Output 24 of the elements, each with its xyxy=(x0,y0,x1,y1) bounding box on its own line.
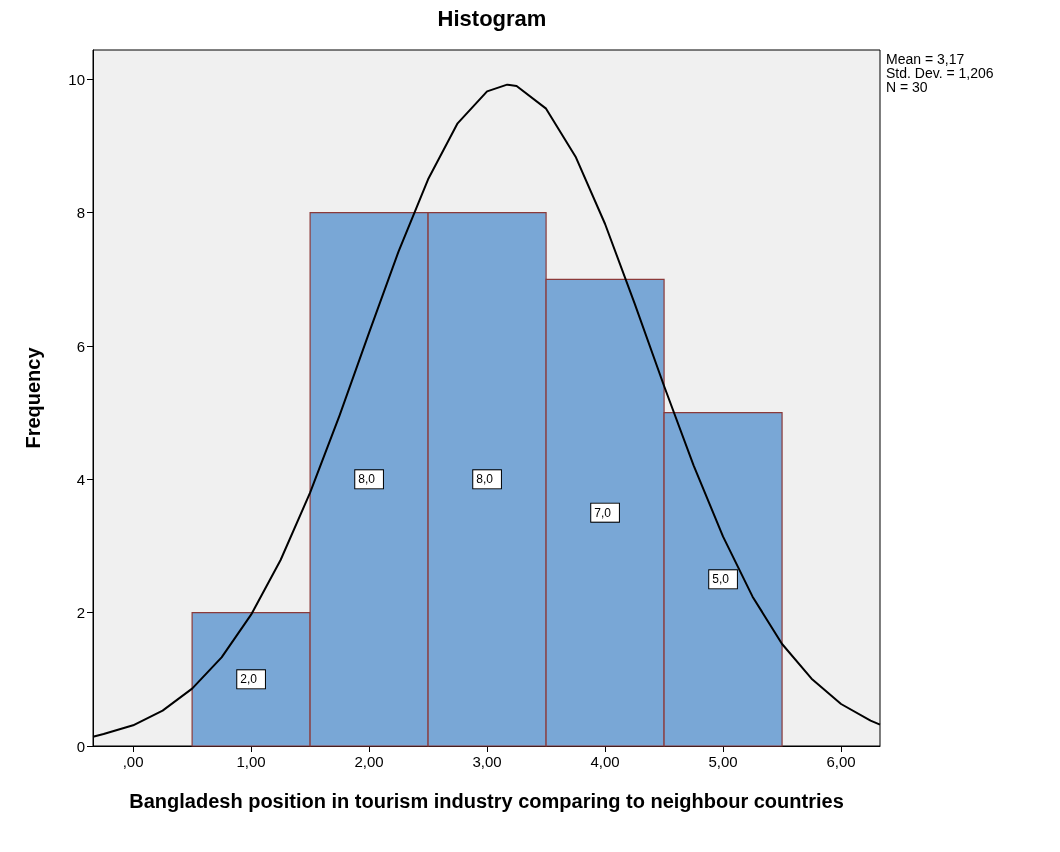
y-tick-label: 0 xyxy=(76,737,85,755)
y-axis-title: Frequency xyxy=(22,346,44,449)
data-label: 8,0 xyxy=(476,472,494,487)
y-tick-label: 10 xyxy=(68,70,85,88)
x-tick-label: 2,00 xyxy=(354,753,384,770)
x-tick-label: ,00 xyxy=(122,753,144,770)
chart-title: Histogram xyxy=(437,5,547,31)
text: Mean = 3,17 xyxy=(886,51,965,67)
x-axis-title: Bangladesh position in tourism industry comparing to neighbour countries xyxy=(129,790,844,812)
y-tick-label: 6 xyxy=(76,337,85,355)
data-label: 7,0 xyxy=(594,505,612,520)
x-tick-label: 3,00 xyxy=(472,753,502,770)
x-tick-label: 5,00 xyxy=(708,753,738,770)
data-label: 5,0 xyxy=(712,572,730,587)
x-tick-label: 1,00 xyxy=(236,753,266,770)
y-tick-label: 4 xyxy=(76,470,85,488)
text: N = 30 xyxy=(886,79,928,95)
data-label: 2,0 xyxy=(240,672,258,687)
y-tick-label: 8 xyxy=(76,204,85,222)
x-tick-label: 6,00 xyxy=(826,753,856,770)
x-tick-label: 4,00 xyxy=(590,753,620,770)
text: Std. Dev. = 1,206 xyxy=(886,65,994,81)
y-tick-label: 2 xyxy=(76,604,85,622)
data-label: 8,0 xyxy=(358,472,376,487)
